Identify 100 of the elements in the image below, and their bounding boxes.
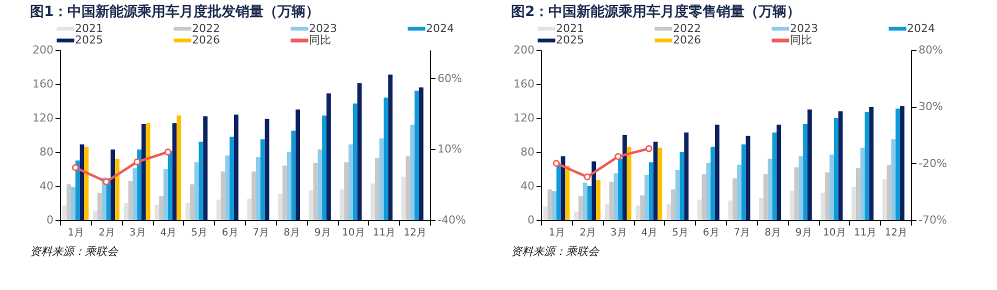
bar <box>260 139 265 220</box>
bar <box>768 158 772 220</box>
x-tick-label: 6月 <box>702 228 720 238</box>
x-tick-label: 7月 <box>734 228 750 238</box>
bar <box>658 148 662 220</box>
bar <box>640 195 645 220</box>
y-tick-label: 0 <box>46 214 54 226</box>
bar <box>374 158 380 220</box>
bar <box>128 180 133 220</box>
bar <box>418 87 424 220</box>
bar <box>172 123 177 220</box>
bar <box>900 106 904 220</box>
bar <box>714 124 720 220</box>
bar <box>97 192 102 220</box>
y2-tick-label: -20% <box>918 156 947 170</box>
bar <box>296 110 300 220</box>
y-tick-label: 200 <box>32 44 54 56</box>
bar <box>282 166 287 220</box>
bar <box>556 166 561 220</box>
x-tick-label: 9月 <box>795 228 812 238</box>
x-tick-label: 11月 <box>854 228 877 238</box>
bar <box>286 152 292 220</box>
bar <box>313 163 318 220</box>
bar <box>234 114 238 220</box>
y2-tick-label: -70% <box>918 214 947 226</box>
bar <box>834 118 838 220</box>
bar <box>548 189 552 220</box>
bar <box>168 151 172 220</box>
bar <box>93 210 98 220</box>
bar <box>636 206 640 220</box>
y-tick-label: 120 <box>32 112 54 124</box>
bar <box>578 196 583 220</box>
bar <box>798 156 804 220</box>
bar <box>75 160 80 220</box>
bar <box>164 169 168 220</box>
bar <box>264 118 270 220</box>
x-tick-label: 8月 <box>284 228 300 238</box>
bar <box>790 191 794 220</box>
bar <box>348 144 353 220</box>
point <box>552 160 560 167</box>
x-tick-label: 2月 <box>580 228 596 238</box>
bar <box>882 179 887 220</box>
bar <box>318 149 322 220</box>
x-tick-label: 8月 <box>764 228 781 238</box>
bar <box>648 162 654 220</box>
bar <box>680 152 684 220</box>
point <box>134 158 141 166</box>
bar <box>124 203 128 220</box>
y2-tick-label: 80% <box>918 44 943 56</box>
bar <box>194 162 199 220</box>
x-tick-label: 1月 <box>68 228 84 238</box>
bar <box>344 162 349 220</box>
x-tick-label: 12月 <box>404 228 426 238</box>
legend-label: 2022 <box>192 22 220 35</box>
bar <box>604 204 610 220</box>
bar <box>741 144 746 220</box>
bar <box>406 156 410 220</box>
y-tick-label: 160 <box>32 78 54 90</box>
bar <box>291 130 296 220</box>
x-tick-label: 11月 <box>372 228 396 238</box>
bar <box>159 196 164 220</box>
bar <box>776 124 782 220</box>
x-tick-label: 6月 <box>222 228 238 238</box>
bar <box>230 136 234 220</box>
point <box>645 145 652 152</box>
bar <box>838 111 843 220</box>
chart-title: 图1：中国新能源乘用车月度批发销量（万辆） <box>30 3 320 20</box>
bar <box>772 132 777 220</box>
bar <box>220 172 226 220</box>
x-tick-label: 5月 <box>672 228 688 238</box>
legend-label: 2022 <box>673 22 701 35</box>
bar <box>414 90 419 220</box>
bar <box>326 93 331 220</box>
bar <box>869 106 874 220</box>
bar <box>203 116 208 220</box>
y2-tick-label: 60% <box>438 72 462 85</box>
y2-tick-label: 30% <box>918 100 943 114</box>
legend-label: 2026 <box>192 34 220 46</box>
bar <box>596 180 600 220</box>
bar <box>759 198 764 220</box>
legend-label: 2025 <box>556 34 584 46</box>
bar <box>675 170 680 220</box>
bar <box>582 182 588 220</box>
bar <box>278 194 282 220</box>
bar <box>886 164 892 220</box>
x-tick-label: 12月 <box>884 228 908 238</box>
y-tick-label: 40 <box>40 180 54 192</box>
bar <box>154 204 160 220</box>
bar <box>552 191 556 220</box>
point <box>584 173 591 180</box>
bar <box>644 174 649 220</box>
x-tick-label: 4月 <box>641 228 658 238</box>
bar <box>702 174 706 220</box>
bar <box>388 74 393 220</box>
x-tick-label: 5月 <box>191 228 208 238</box>
bar <box>710 146 715 220</box>
x-tick-label: 1月 <box>548 228 566 238</box>
bar <box>830 154 834 220</box>
bar <box>653 142 658 220</box>
legend-label: 2021 <box>75 22 103 35</box>
